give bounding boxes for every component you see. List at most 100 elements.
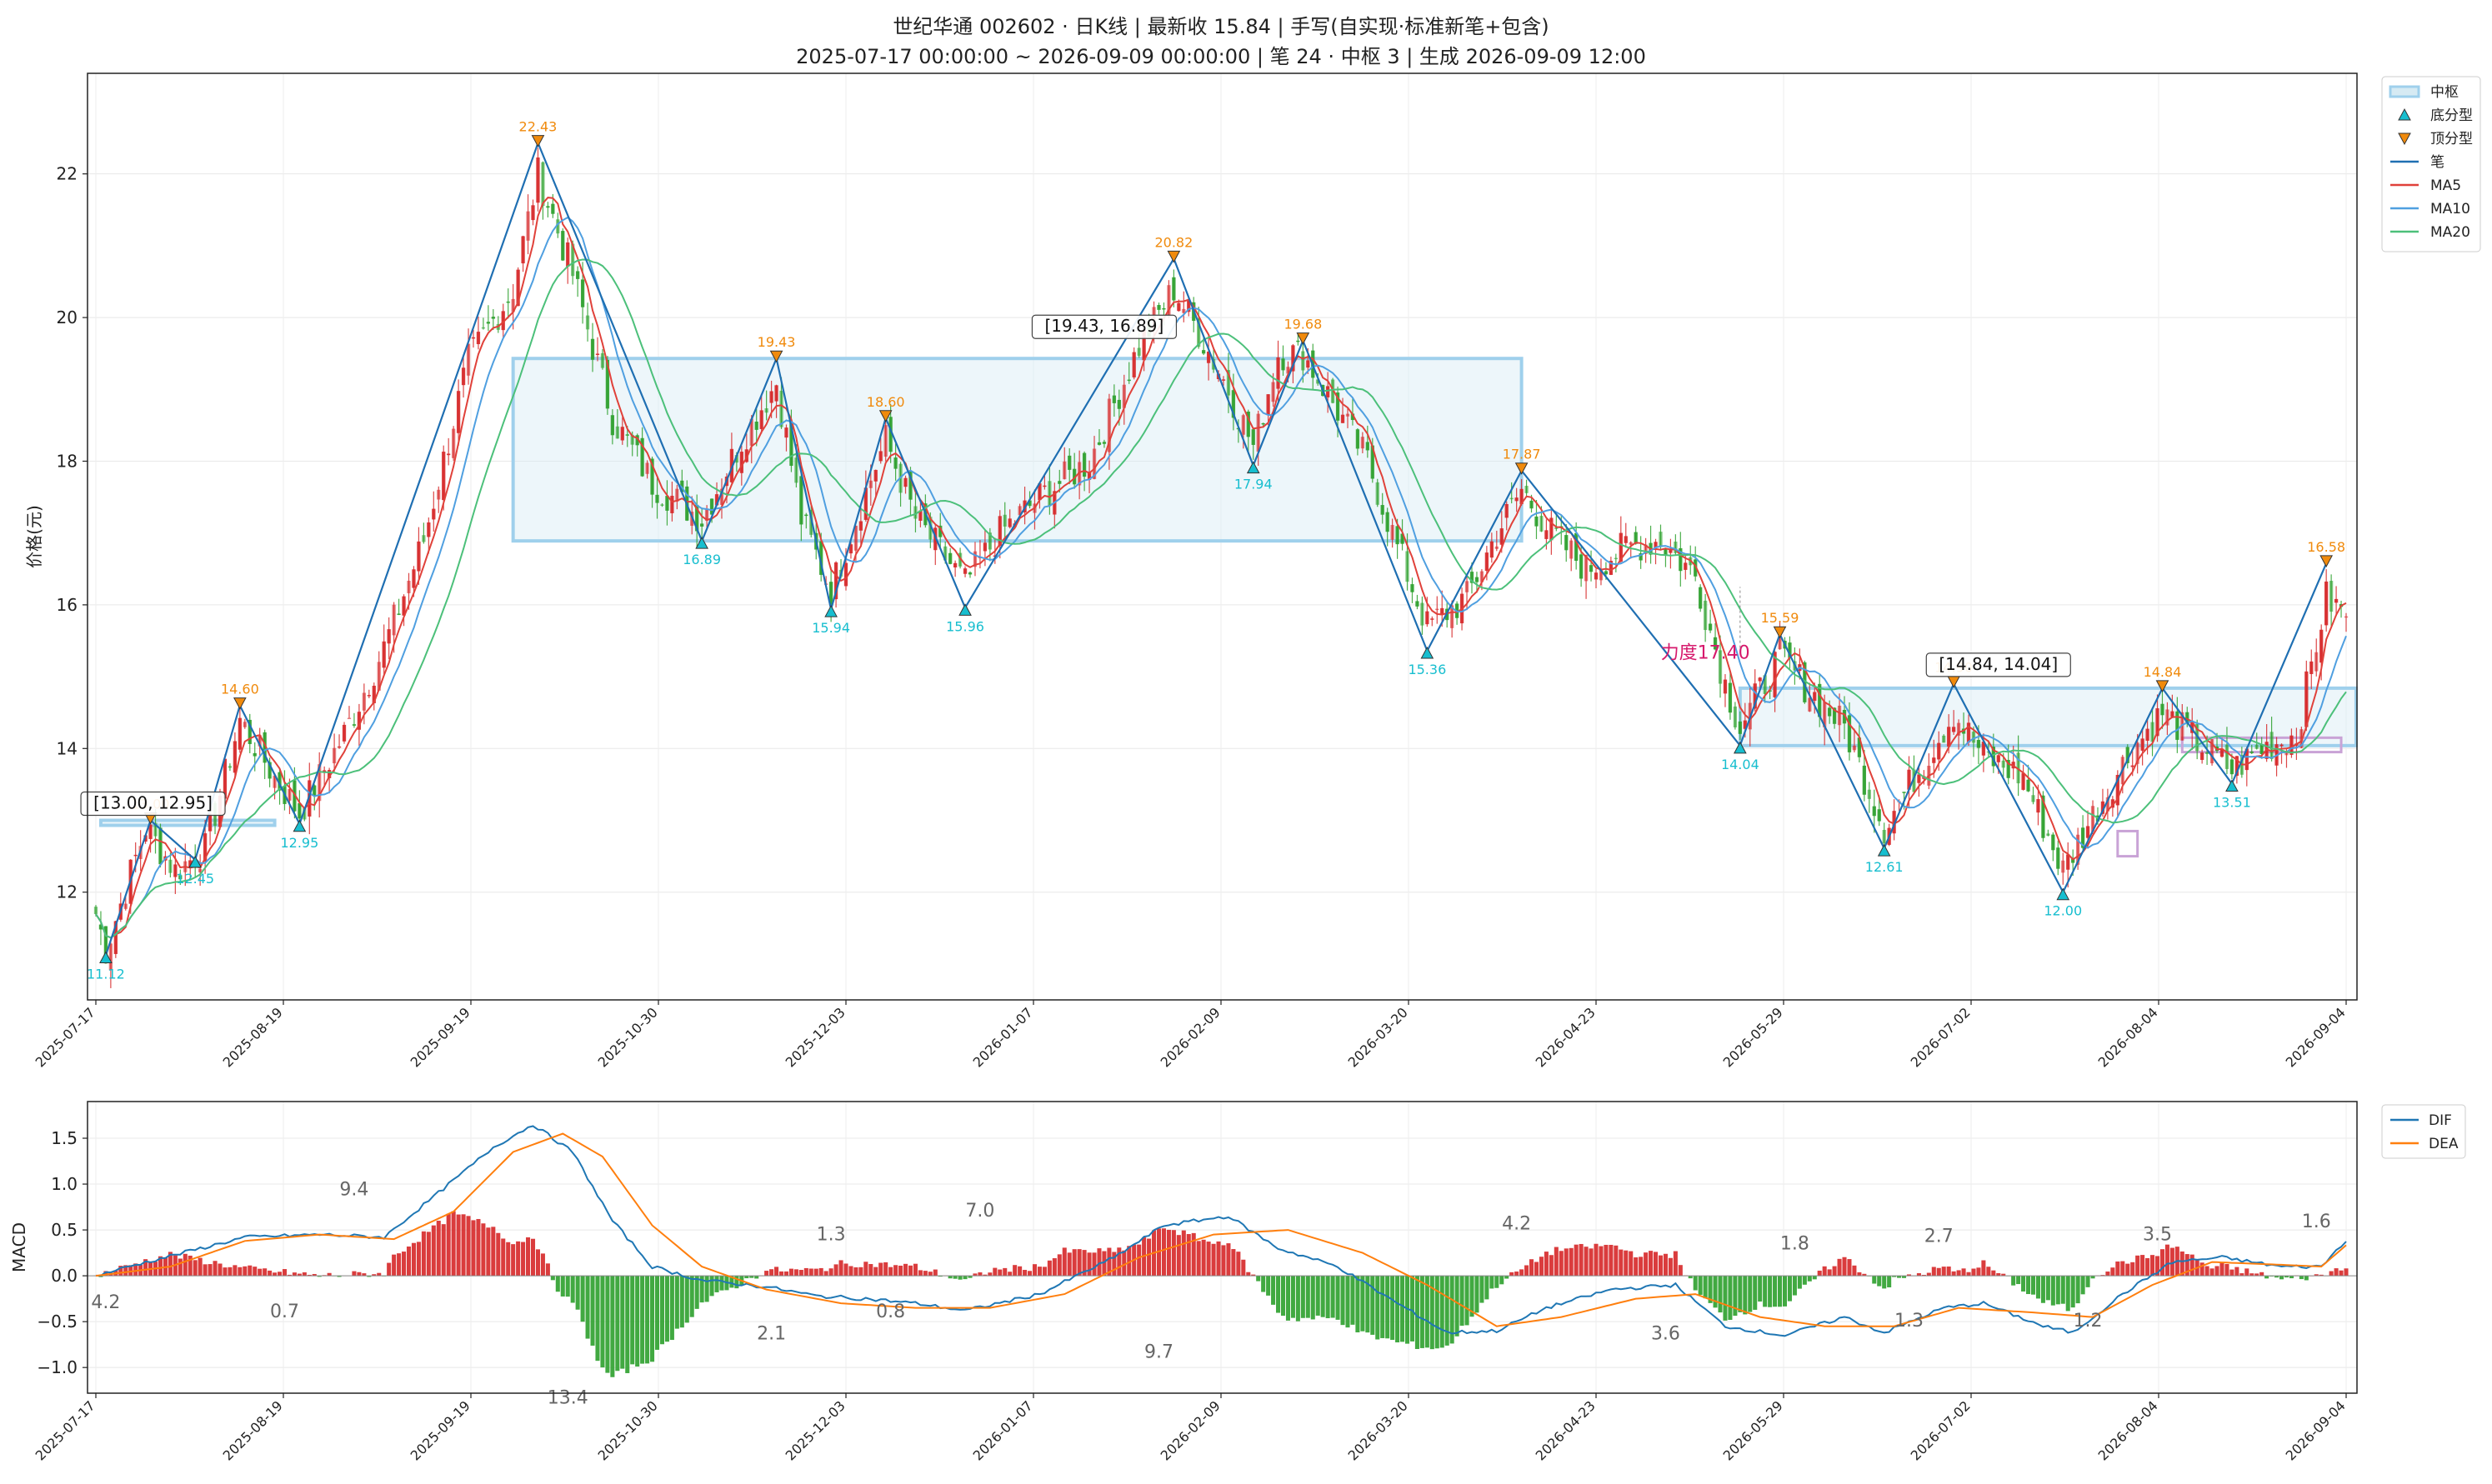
bottom-fractal-marker — [958, 603, 972, 616]
top-fractal-label: 22.43 — [519, 119, 558, 135]
price-xtick-label: 2025-10-30 — [595, 1004, 661, 1070]
candle-body — [928, 517, 933, 540]
macd-histogram-bar — [684, 1276, 689, 1323]
macd-histogram-bar — [1624, 1250, 1629, 1277]
candle-body — [1599, 570, 1604, 581]
candle — [973, 542, 978, 577]
top-fractal-label: 14.60 — [221, 682, 259, 697]
macd-histogram-bar — [1315, 1276, 1320, 1316]
macd-histogram-bar — [605, 1276, 610, 1373]
candle — [268, 757, 272, 787]
legend-swatch-top-fractal — [2398, 132, 2411, 146]
candle — [1077, 450, 1082, 500]
macd-histogram-bar — [2001, 1273, 2006, 1277]
macd-histogram-bar — [903, 1263, 908, 1277]
top-fractal-label: 15.59 — [1761, 610, 1799, 626]
macd-legend: DIF DEA — [2381, 1104, 2466, 1159]
candle-body — [2160, 703, 2164, 716]
candle-body — [1340, 414, 1345, 423]
candle-body — [2071, 858, 2075, 863]
candle — [337, 734, 342, 749]
candle-body — [362, 692, 366, 711]
candle — [481, 317, 486, 330]
price-legend-label: 底分型 — [2430, 107, 2473, 124]
candle-body — [293, 780, 297, 812]
macd-histogram-bar — [2249, 1273, 2254, 1277]
macd-histogram-bar — [873, 1267, 878, 1277]
macd-histogram-bar — [1832, 1266, 1837, 1277]
macd-histogram-bar — [1539, 1257, 1544, 1277]
macd-histogram-bar — [774, 1267, 779, 1277]
candle — [427, 517, 431, 554]
macd-histogram-bar — [372, 1274, 377, 1277]
candle — [655, 477, 659, 519]
macd-histogram-bar — [501, 1238, 506, 1277]
candle-body — [868, 480, 873, 488]
macd-histogram-bar — [188, 1255, 193, 1277]
candle-body — [1718, 650, 1723, 684]
price-xtick-label: 2025-08-19 — [220, 1004, 286, 1070]
macd-histogram-bar — [1276, 1276, 1281, 1313]
macd-histogram-bar — [1649, 1251, 1654, 1277]
bottom-fractal-label: 15.96 — [946, 618, 984, 634]
macd-histogram-bar — [764, 1271, 769, 1277]
candle-body — [382, 641, 386, 668]
candle — [1614, 553, 1618, 572]
candle-body — [1574, 532, 1579, 562]
macd-histogram-bar — [988, 1272, 993, 1277]
macd-histogram-bar — [238, 1267, 243, 1277]
candle — [1509, 482, 1514, 504]
macd-histogram-bar — [2164, 1244, 2169, 1277]
macd-histogram-bar — [535, 1249, 540, 1277]
macd-histogram-bar — [1439, 1276, 1444, 1348]
macd-histogram-bar — [1921, 1274, 1926, 1277]
candle — [2219, 737, 2224, 758]
candle — [1579, 547, 1584, 587]
candle-body — [1694, 559, 1698, 577]
macd-histogram-bar — [1424, 1276, 1429, 1348]
macd-histogram-bar — [928, 1272, 933, 1277]
macd-histogram-bar — [1614, 1245, 1619, 1277]
macd-histogram-bar — [878, 1262, 883, 1277]
candle-body — [1544, 530, 1549, 539]
macd-xtick-label: 2025-08-19 — [220, 1397, 286, 1463]
candle-body — [630, 434, 634, 445]
macd-axes-frame — [87, 1101, 2358, 1394]
candle — [372, 682, 376, 711]
macd-histogram-bar — [183, 1253, 188, 1277]
candle-body — [1306, 360, 1310, 368]
macd-histogram-bar — [123, 1265, 128, 1277]
bi-line — [104, 140, 2328, 956]
candle — [2165, 702, 2169, 736]
macd-histogram-bar — [228, 1267, 233, 1277]
macd-xtick-label: 2026-07-02 — [1908, 1397, 1974, 1463]
candle — [377, 651, 381, 691]
candle — [288, 778, 292, 815]
ma5-line — [95, 197, 2347, 939]
candle-body — [2135, 742, 2139, 764]
macd-histogram-bar — [1758, 1276, 1763, 1302]
macd-histogram-bar — [2110, 1267, 2115, 1277]
macd-legend-label: DEA — [2429, 1136, 2459, 1152]
candle-body — [2046, 833, 2050, 836]
price-ytick-label: 12 — [57, 882, 78, 902]
macd-histogram-bar — [1644, 1252, 1649, 1277]
candle — [561, 228, 565, 262]
candle — [2056, 840, 2060, 876]
macd-histogram-bar — [1787, 1276, 1792, 1302]
candle — [1365, 425, 1369, 458]
candle — [278, 768, 282, 805]
macd-histogram-bar — [679, 1276, 684, 1328]
macd-histogram-bar — [2214, 1266, 2219, 1277]
candle — [2170, 694, 2174, 718]
macd-histogram-bar — [476, 1218, 481, 1277]
macd-xtick-label: 2025-12-03 — [783, 1397, 848, 1463]
candle-body — [1187, 300, 1191, 312]
macd-histogram-bar — [704, 1276, 709, 1302]
macd-histogram-bar — [2080, 1276, 2085, 1295]
macd-histogram-bar — [1469, 1276, 1474, 1317]
macd-area-label: 1.3 — [1894, 1311, 1924, 1332]
candle-body — [1614, 557, 1618, 560]
candle-body — [1087, 472, 1092, 480]
